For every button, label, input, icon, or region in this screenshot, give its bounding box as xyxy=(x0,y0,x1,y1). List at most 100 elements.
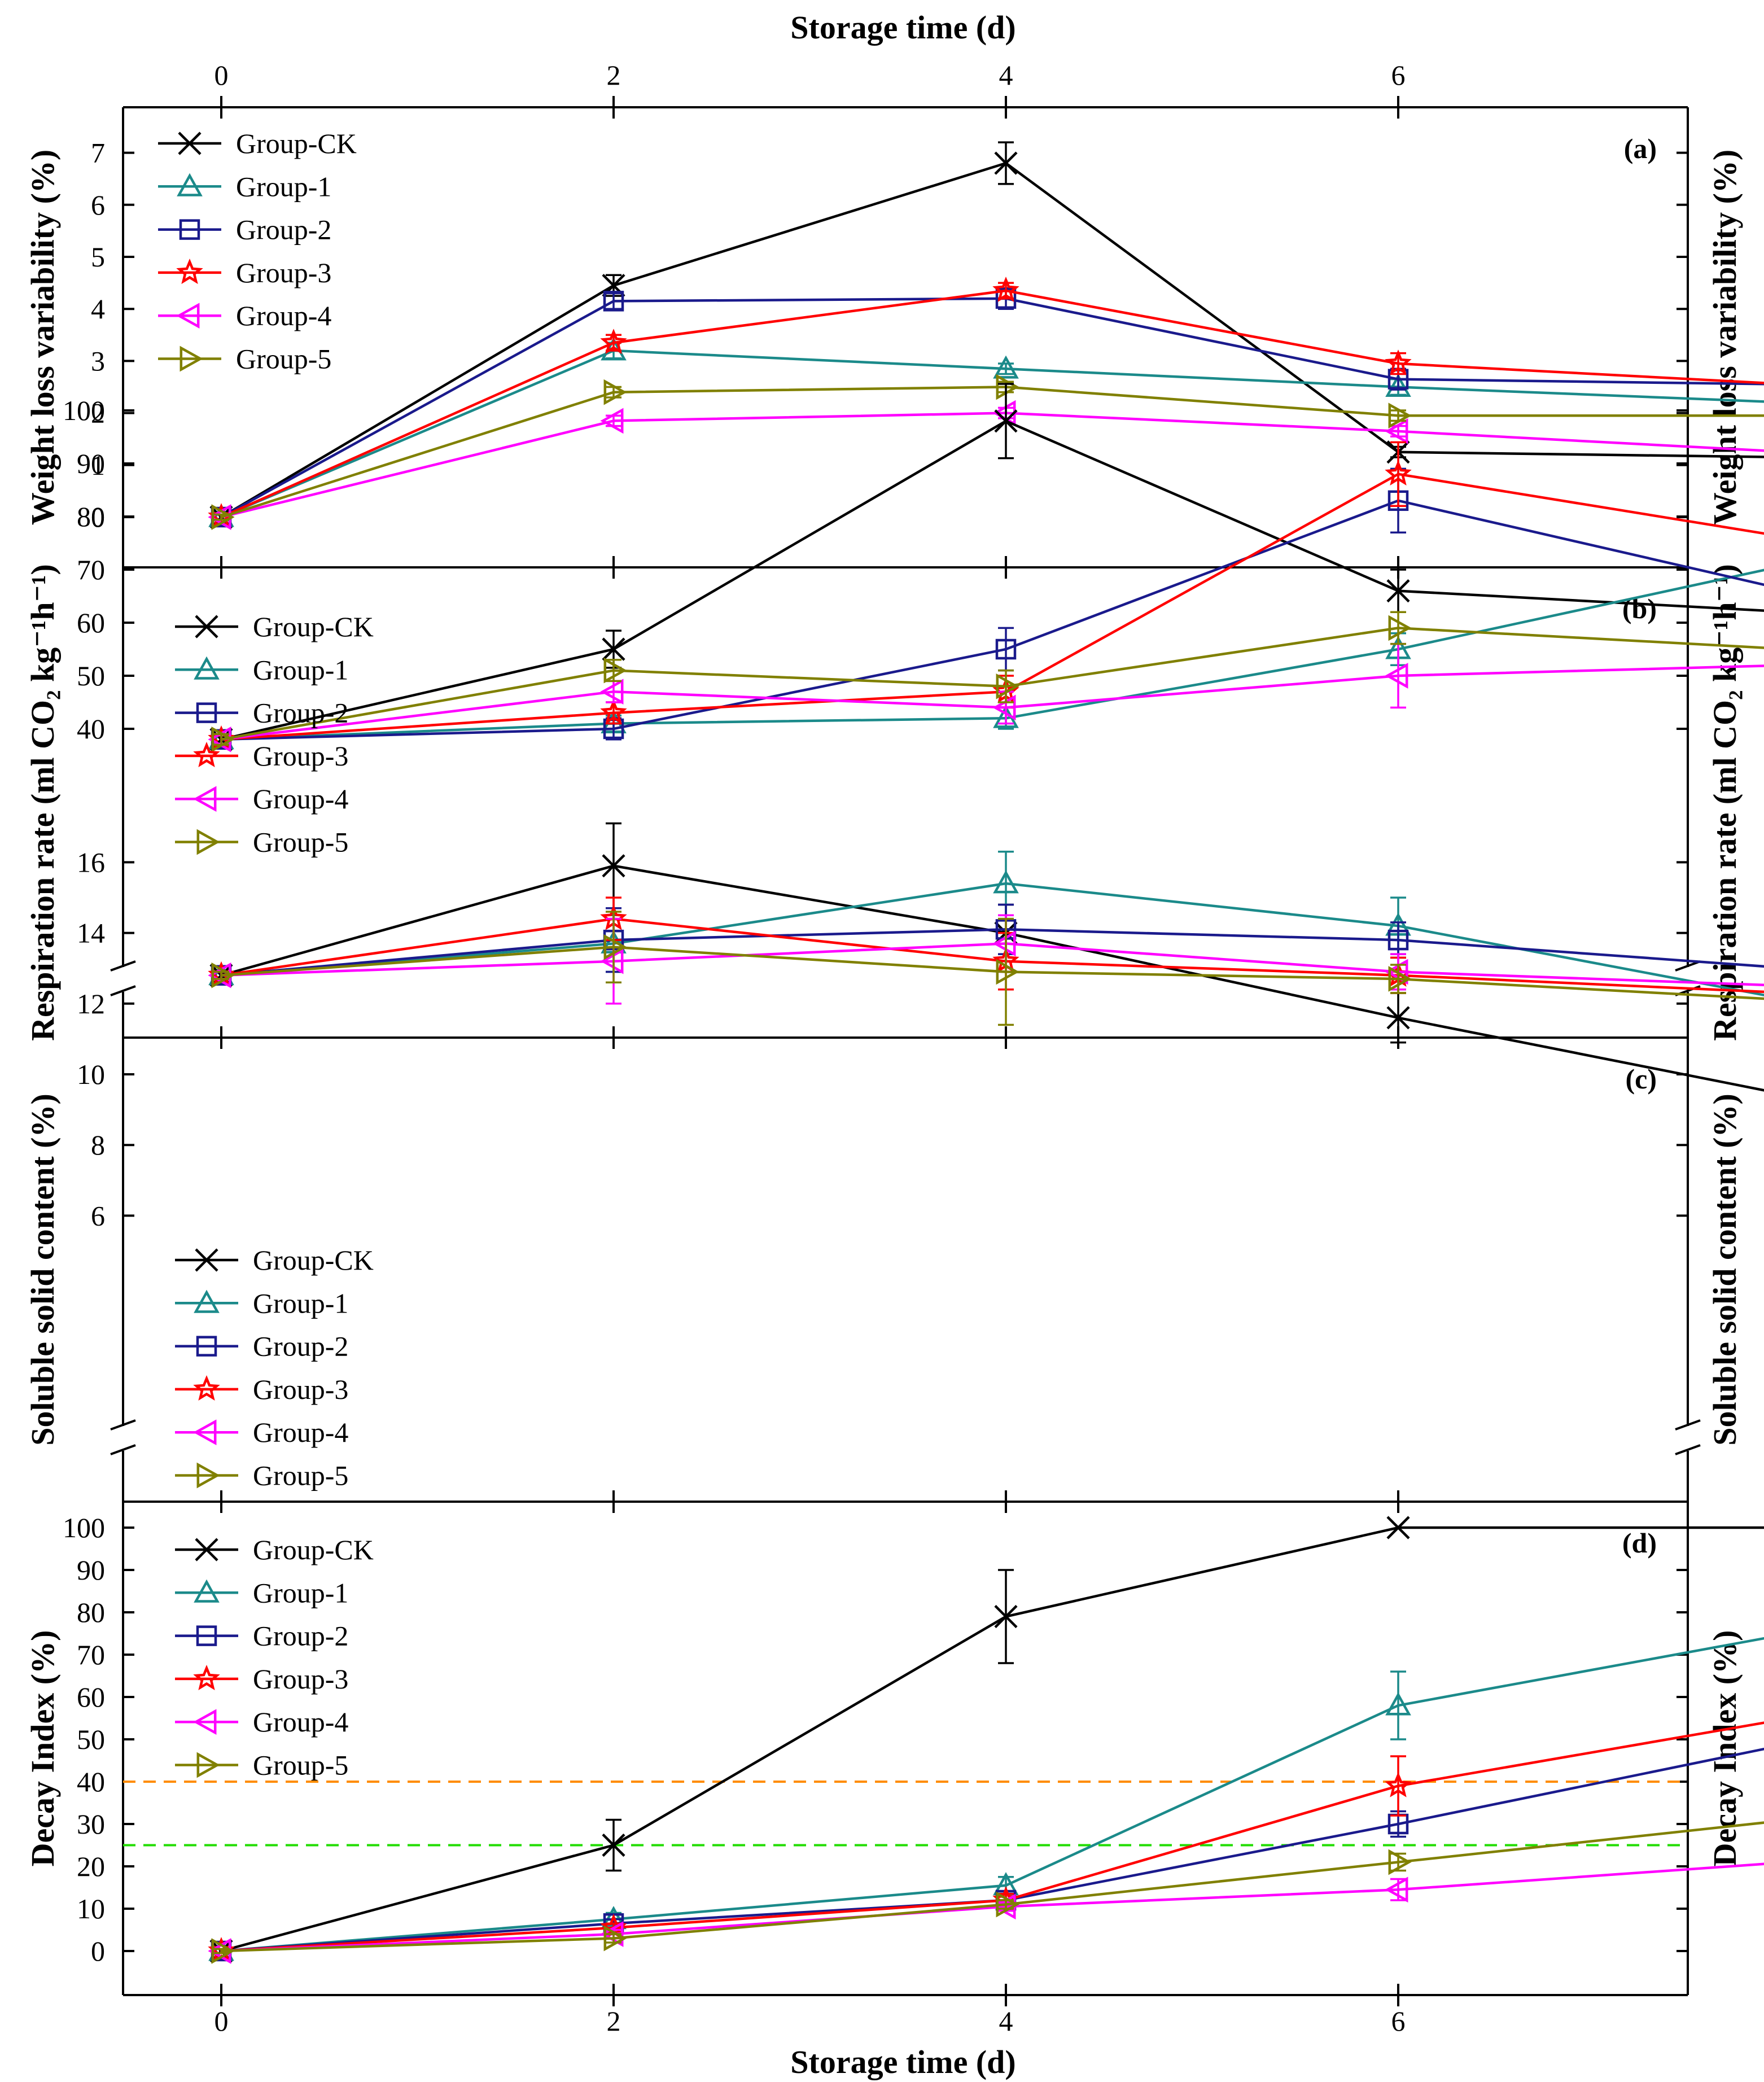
legend-label: Group-5 xyxy=(253,1460,348,1491)
legend-triangle-up-icon xyxy=(194,1289,220,1313)
data-point-triangle-up-icon xyxy=(993,870,1019,894)
axis-break-mark xyxy=(1675,960,1701,972)
data-point-triangle-left-icon xyxy=(1385,1877,1408,1903)
legend: Group-CK Group-1 Group-2 Group-3 Group-4 Grou… xyxy=(175,611,374,858)
series-group-4 xyxy=(208,1862,1764,1964)
bottom-x-tick-label: 6 xyxy=(1391,2005,1406,2037)
legend-label: Group-CK xyxy=(236,128,357,159)
y-tick-label: 60 xyxy=(77,1681,105,1713)
top-x-tick-label: 0 xyxy=(215,59,229,91)
legend-label: Group-1 xyxy=(236,170,331,202)
top-x-tick-label: 2 xyxy=(607,59,621,91)
series-line xyxy=(221,1821,1764,1953)
error-bar xyxy=(1390,1670,1406,1740)
data-point-triangle-right-icon xyxy=(996,1891,1019,1918)
left-y-axis-title: Decay Index (%) xyxy=(24,1630,61,1867)
legend-x-cross-icon xyxy=(195,1248,218,1272)
series-line xyxy=(220,161,1764,518)
series-line xyxy=(221,1862,1764,1953)
error-bar xyxy=(1390,611,1406,645)
data-point-triangle-right-icon xyxy=(211,1938,235,1964)
series-group-3 xyxy=(208,896,1764,994)
series-line xyxy=(221,942,1764,987)
panel-tag: (a) xyxy=(1624,133,1657,164)
legend-label: Group-2 xyxy=(253,1331,348,1362)
legend-x-cross-icon xyxy=(195,1538,218,1562)
right-y-axis-title: Weight loss variability (%) xyxy=(1706,150,1743,525)
y-tick-label: 50 xyxy=(77,660,105,692)
legend-label: Group-2 xyxy=(253,1620,348,1652)
y-tick-label: 40 xyxy=(77,713,105,745)
series-line xyxy=(221,917,1764,994)
legend-triangle-left-icon xyxy=(176,303,200,329)
top-x-tick-label: 4 xyxy=(999,59,1013,91)
data-point-square-icon xyxy=(995,638,1017,660)
data-point-square-icon xyxy=(603,291,624,312)
legend-triangle-left-icon xyxy=(193,1709,217,1735)
series-group-1 xyxy=(208,1637,1764,1961)
series-group-ck xyxy=(209,1516,1764,1963)
legend-label: Group-CK xyxy=(253,1534,374,1565)
error-bar xyxy=(998,917,1014,1026)
y-tick-label: 16 xyxy=(77,846,105,878)
data-point-x-cross-icon xyxy=(994,151,1018,175)
series-group-ck xyxy=(209,822,1764,1092)
legend-star-icon xyxy=(193,1375,220,1401)
series-line xyxy=(220,297,1764,518)
legend-label: Group-2 xyxy=(253,697,348,729)
data-point-star-icon xyxy=(600,329,627,355)
y-tick-label: 5 xyxy=(91,241,105,273)
legend-label: Group-1 xyxy=(253,1577,348,1608)
series-line xyxy=(221,1747,1764,1953)
top-axis-ticks: 02468101214 xyxy=(215,59,1406,91)
data-point-star-icon xyxy=(1385,460,1412,485)
data-point-triangle-right-icon xyxy=(603,657,627,684)
data-point-triangle-up-icon xyxy=(993,355,1019,379)
data-point-square-icon xyxy=(1387,929,1409,951)
legend-triangle-right-icon xyxy=(180,345,203,372)
y-tick-label: 8 xyxy=(91,1129,105,1161)
series-line xyxy=(221,928,1764,977)
legend: Group-CK Group-1 Group-2 Group-3 Group-4 Grou… xyxy=(158,128,357,375)
legend-triangle-left-icon xyxy=(193,1419,217,1446)
y-tick-label: 2 xyxy=(91,397,105,429)
data-point-star-icon xyxy=(1385,1772,1412,1797)
legend-label: Group-4 xyxy=(253,1706,348,1738)
error-bar xyxy=(1390,1755,1406,1817)
y-tick-label: 0 xyxy=(91,1935,105,1967)
axis-break-mark xyxy=(110,985,136,996)
y-tick-label: 80 xyxy=(77,1597,105,1628)
axis-break-mark xyxy=(1675,1419,1701,1431)
y-tick-label: 100 xyxy=(63,395,105,426)
legend-triangle-left-icon xyxy=(193,786,217,812)
data-point-triangle-right-icon xyxy=(1388,966,1412,992)
series-group-2 xyxy=(211,1747,1764,1962)
series-group-5 xyxy=(211,611,1764,753)
series-line xyxy=(221,289,1764,519)
legend-triangle-right-icon xyxy=(196,1462,220,1489)
panel-tag: (d) xyxy=(1622,1527,1657,1559)
right-y-axis-title: Soluble solid content (%) xyxy=(1706,1094,1743,1446)
legend-label: Group-3 xyxy=(236,257,331,288)
data-point-triangle-left-icon xyxy=(1385,959,1408,985)
data-point-star-icon xyxy=(992,277,1019,303)
data-point-triangle-left-icon xyxy=(600,408,624,434)
legend-triangle-up-icon xyxy=(194,656,220,680)
legend-label: Group-4 xyxy=(253,1416,348,1448)
y-tick-label: 6 xyxy=(91,189,105,221)
series-line xyxy=(221,627,1764,741)
y-tick-label: 90 xyxy=(77,1554,105,1586)
data-point-triangle-right-icon xyxy=(996,673,1019,699)
series-line xyxy=(221,664,1764,741)
data-point-triangle-right-icon xyxy=(996,374,1019,400)
legend-label: Group-1 xyxy=(253,654,348,685)
data-point-x-cross-icon xyxy=(602,1833,625,1857)
data-point-triangle-right-icon xyxy=(996,959,1019,985)
y-tick-label: 10 xyxy=(77,1059,105,1090)
data-point-x-cross-icon xyxy=(994,1604,1018,1629)
y-tick-label: 60 xyxy=(77,607,105,638)
data-point-triangle-right-icon xyxy=(211,726,235,753)
data-point-triangle-right-icon xyxy=(603,934,627,960)
